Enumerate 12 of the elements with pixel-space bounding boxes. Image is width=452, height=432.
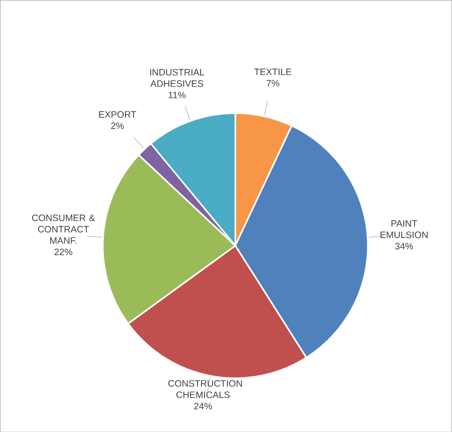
slice-label: EXPORT [99, 110, 136, 118]
data-label: 24% [194, 402, 212, 410]
slice-label: CONSTRUCTION CHEMICALS [168, 380, 242, 398]
slice-label: TEXTILE [254, 68, 292, 75]
data-label: 22% [54, 248, 72, 255]
slice-label: CONSUMER & CONTRACT MANF. [32, 214, 95, 244]
data-label: 7% [266, 80, 280, 86]
slice-label: INDUSTRIAL ADHESIVES [150, 68, 204, 87]
data-label: 2% [111, 122, 124, 129]
slice-label: PAINT EMULSION [380, 220, 428, 238]
data-label: 34% [395, 242, 414, 250]
data-label: 11% [168, 92, 186, 98]
